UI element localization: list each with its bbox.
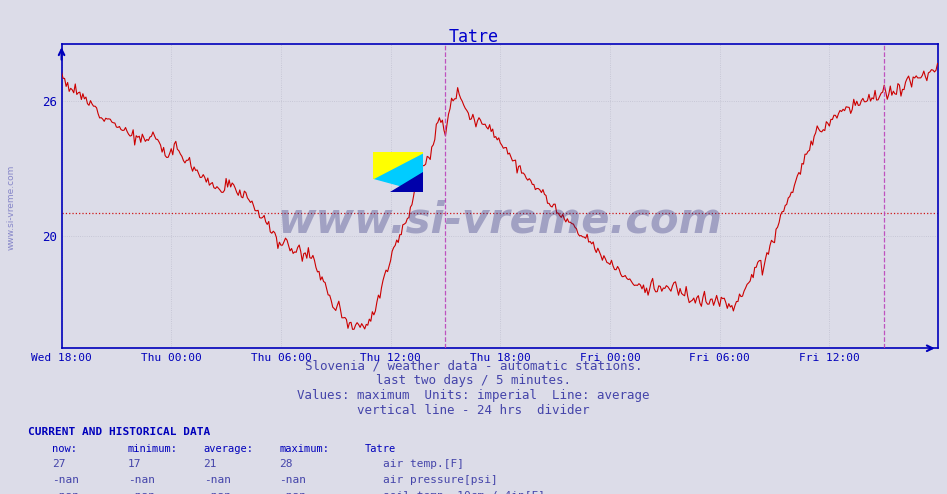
Text: vertical line - 24 hrs  divider: vertical line - 24 hrs divider xyxy=(357,404,590,417)
Text: -nan: -nan xyxy=(52,491,80,494)
Polygon shape xyxy=(390,172,423,192)
Text: www.si-vreme.com: www.si-vreme.com xyxy=(277,200,722,242)
Text: air pressure[psi]: air pressure[psi] xyxy=(383,475,497,485)
Text: average:: average: xyxy=(204,444,254,453)
Text: soil temp. 10cm / 4in[F]: soil temp. 10cm / 4in[F] xyxy=(383,491,545,494)
Text: 17: 17 xyxy=(128,459,141,469)
Text: Tatre: Tatre xyxy=(449,28,498,46)
Text: Values: maximum  Units: imperial  Line: average: Values: maximum Units: imperial Line: av… xyxy=(297,389,650,402)
Text: 28: 28 xyxy=(279,459,293,469)
Text: 21: 21 xyxy=(204,459,217,469)
Text: -nan: -nan xyxy=(279,475,307,485)
Text: -nan: -nan xyxy=(204,491,231,494)
Polygon shape xyxy=(372,152,423,178)
Text: Tatre: Tatre xyxy=(365,444,396,453)
Text: last two days / 5 minutes.: last two days / 5 minutes. xyxy=(376,374,571,387)
Text: www.si-vreme.com: www.si-vreme.com xyxy=(7,165,16,250)
Text: -nan: -nan xyxy=(279,491,307,494)
Text: Slovenia / weather data - automatic stations.: Slovenia / weather data - automatic stat… xyxy=(305,360,642,372)
Text: air temp.[F]: air temp.[F] xyxy=(383,459,464,469)
Text: -nan: -nan xyxy=(128,475,155,485)
Text: -nan: -nan xyxy=(204,475,231,485)
Text: maximum:: maximum: xyxy=(279,444,330,453)
Text: CURRENT AND HISTORICAL DATA: CURRENT AND HISTORICAL DATA xyxy=(28,427,210,437)
Text: 27: 27 xyxy=(52,459,65,469)
Text: now:: now: xyxy=(52,444,77,453)
Polygon shape xyxy=(372,152,423,192)
Text: -nan: -nan xyxy=(52,475,80,485)
Text: minimum:: minimum: xyxy=(128,444,178,453)
Text: -nan: -nan xyxy=(128,491,155,494)
